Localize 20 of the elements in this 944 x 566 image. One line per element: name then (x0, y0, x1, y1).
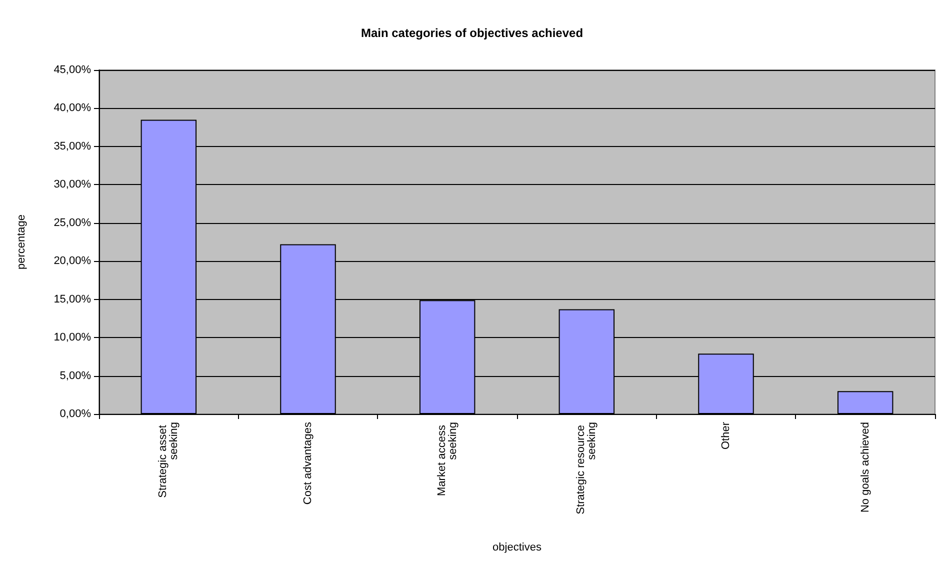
x-tick-label: Strategic asset seeking (157, 422, 180, 498)
y-tick-label: 20,00% (54, 255, 92, 268)
y-tick-label: 45,00% (54, 64, 92, 76)
x-tick-label: Cost advantages (302, 422, 314, 505)
x-tick-label: Market access seeking (436, 422, 459, 496)
chart-title: Main categories of objectives achieved (360, 26, 584, 40)
y-tick-label: 30,00% (54, 178, 92, 191)
y-tick-label: 5,00% (60, 370, 92, 382)
x-tick-label: Strategic resource seeking (575, 422, 598, 514)
y-tick-label: 35,00% (54, 140, 92, 152)
y-axis-title: percentage (16, 214, 28, 270)
x-tick-label: Other (720, 422, 732, 450)
x-axis-title: objectives (492, 542, 542, 554)
y-tick-label: 0,00% (60, 408, 92, 420)
y-tick-label: 10,00% (54, 332, 92, 344)
x-tick-label: No goals achieved (859, 422, 872, 513)
y-tick-label: 25,00% (54, 216, 92, 229)
y-tick-label: 15,00% (54, 293, 92, 306)
bar (837, 391, 894, 414)
y-tick-label: 40,00% (54, 102, 92, 114)
